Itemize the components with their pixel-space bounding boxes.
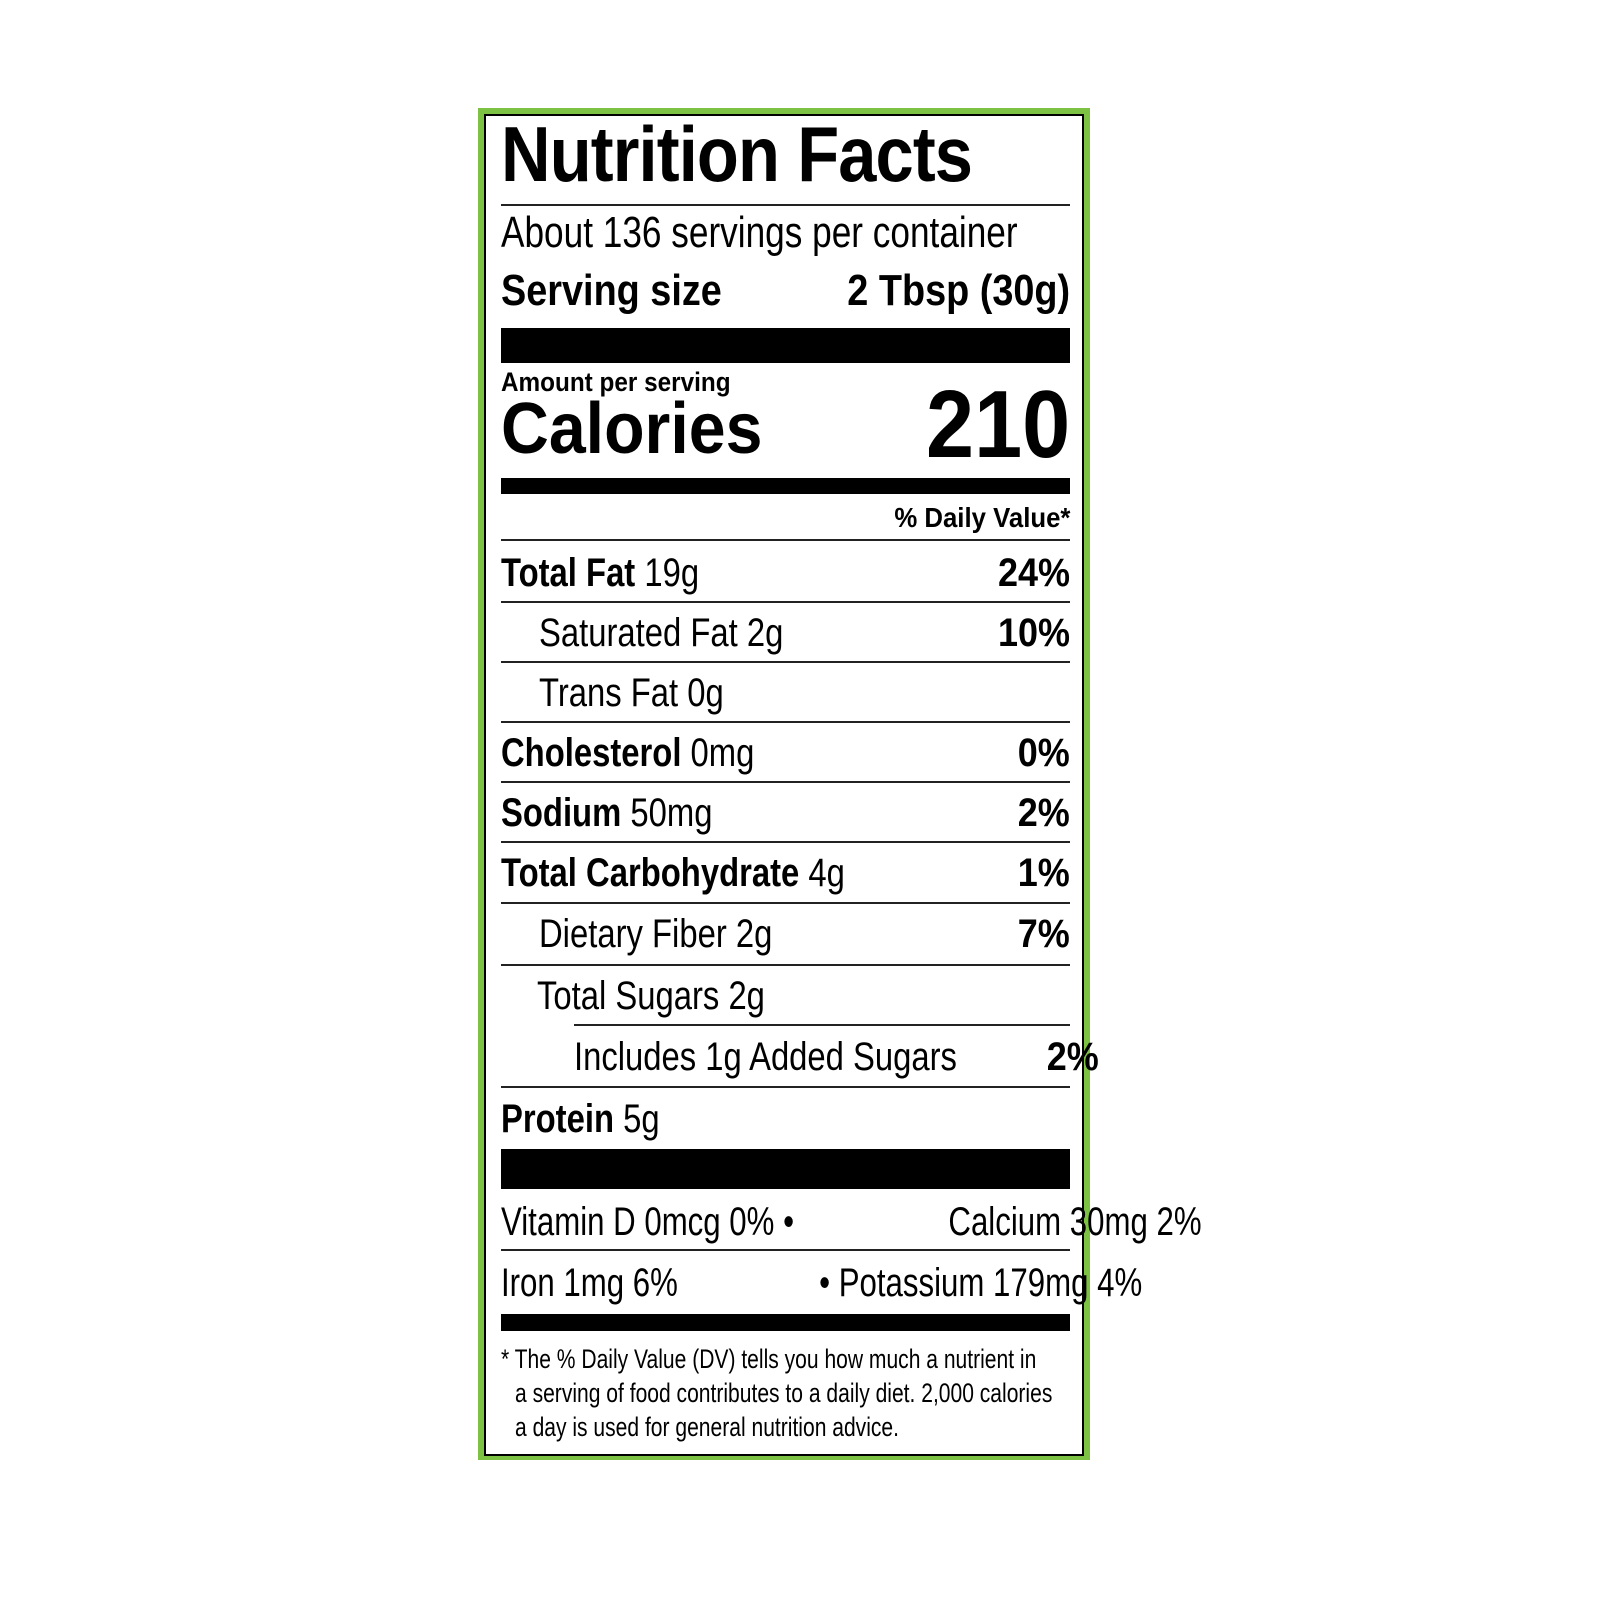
nutrient-name: Total Carbohydrate [501, 851, 800, 895]
nutrient-row-sodium: Sodium 50mg 2% [501, 784, 1070, 836]
nutrient-name: Includes 1g Added Sugars [574, 1035, 957, 1079]
serving-size-label: Serving size [501, 266, 722, 315]
footnote-line: * The % Daily Value (DV) tells you how m… [501, 1344, 1037, 1374]
nutrient-row-trans-fat: Trans Fat 0g [501, 664, 1070, 716]
nutrient-name: Total Fat [501, 551, 636, 595]
nutrient-row-total-fat: Total Fat 19g 24% [501, 544, 1070, 596]
nutrient-amount: 0mg [690, 731, 755, 775]
nutrient-amount: 2g [735, 912, 773, 956]
calories-label: Calories [501, 389, 763, 469]
nutrient-name: Total Sugars [537, 974, 720, 1018]
nutrient-row-dietary-fiber: Dietary Fiber 2g 7% [501, 905, 1070, 957]
nutrient-dv: 0% [1017, 731, 1070, 775]
nutrient-amount: 19g [644, 551, 700, 595]
nutrient-name: Saturated Fat [539, 611, 738, 655]
footnote: * The % Daily Value (DV) tells you how m… [501, 1342, 1070, 1444]
nutrient-name: Dietary Fiber [539, 912, 727, 956]
nutrient-name: Trans Fat [539, 671, 679, 715]
label-title: Nutrition Facts [501, 110, 973, 198]
nutrition-label-frame: Nutrition Facts About 136 servings per c… [478, 108, 1201, 1460]
nutrient-name: Cholesterol [501, 731, 682, 775]
footnote-line: a serving of food contributes to a daily… [515, 1378, 1053, 1408]
serving-size-value: 2 Tbsp (30g) [847, 266, 1070, 315]
nutrient-dv: 7% [1017, 912, 1070, 956]
vitamin-row-2: Iron 1mg 6% • Potassium 179mg 4% [501, 1252, 1142, 1306]
calories-value: 210 [925, 371, 1070, 478]
amount-per-serving: Amount per serving [501, 367, 731, 397]
nutrient-row-added-sugars: Includes 1g Added Sugars 2% [501, 1028, 1099, 1080]
nutrient-row-total-carbohydrate: Total Carbohydrate 4g 1% [501, 844, 1070, 896]
nutrient-dv: 1% [1017, 851, 1070, 895]
footnote-line: a day is used for general nutrition advi… [515, 1412, 899, 1442]
nutrient-name: Protein [501, 1097, 614, 1141]
nutrient-amount: 2g [746, 611, 784, 655]
nutrient-amount: 0g [687, 671, 724, 715]
calcium-value: Calcium 30mg 2% [948, 1200, 1202, 1244]
vitamin-row-1: Vitamin D 0mcg 0% • Calcium 30mg 2% [501, 1191, 1201, 1245]
nutrient-amount: 2g [728, 974, 765, 1018]
nutrient-amount: 5g [623, 1097, 660, 1141]
iron-value: Iron 1mg 6% [501, 1261, 678, 1305]
nutrient-dv: 10% [997, 611, 1070, 655]
nutrient-dv: 24% [997, 551, 1070, 595]
nutrient-row-protein: Protein 5g [501, 1090, 1070, 1142]
nutrient-amount: 4g [808, 851, 845, 895]
vitamin-d-calcium-left: Vitamin D 0mcg 0% • [501, 1200, 794, 1244]
servings-per-container: About 136 servings per container [501, 208, 1018, 257]
nutrient-dv: 2% [1017, 791, 1070, 835]
potassium-value: • Potassium 179mg 4% [818, 1261, 1142, 1305]
nutrition-label: Nutrition Facts About 136 servings per c… [484, 110, 1201, 1456]
nutrient-row-cholesterol: Cholesterol 0mg 0% [501, 724, 1070, 776]
nutrient-amount: 50mg [630, 791, 713, 835]
nutrient-dv: 2% [1046, 1035, 1099, 1079]
nutrient-row-total-sugars: Total Sugars 2g [501, 967, 1070, 1019]
nutrient-row-saturated-fat: Saturated Fat 2g 10% [501, 604, 1070, 656]
daily-value-header: % Daily Value* [893, 502, 1070, 533]
nutrient-name: Sodium [501, 791, 622, 835]
